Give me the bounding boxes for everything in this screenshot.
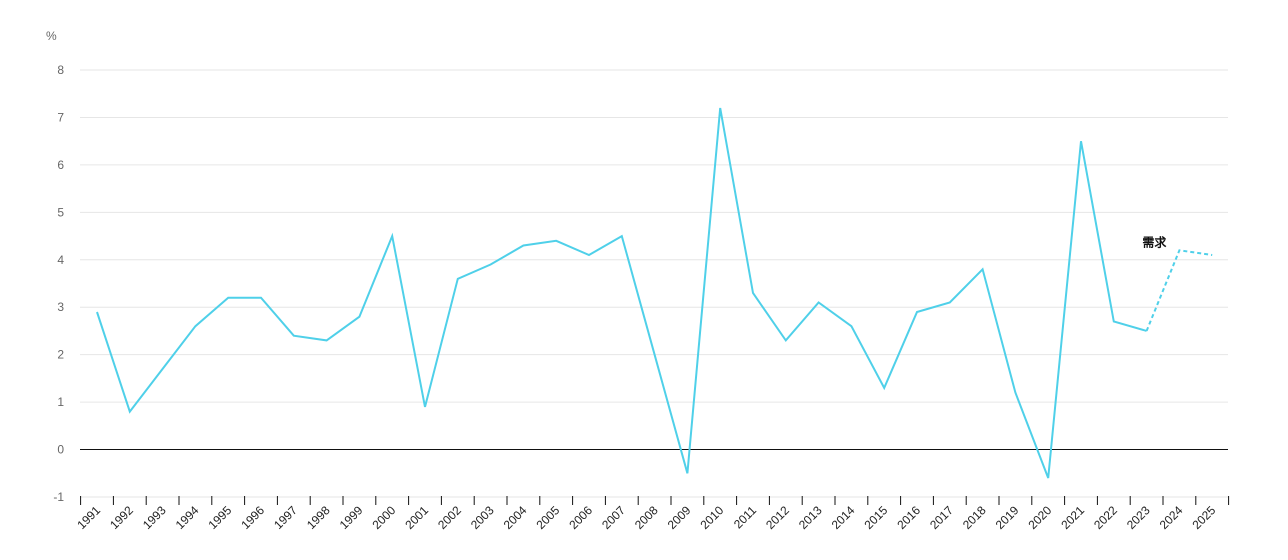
- x-tick-label: 2020: [1026, 503, 1055, 532]
- y-tick-label: 6: [57, 158, 64, 172]
- x-tick-label: 2025: [1190, 503, 1219, 532]
- annotation-label: 需求: [1142, 234, 1167, 249]
- y-tick-label: 3: [57, 300, 64, 314]
- x-tick-label: 1996: [238, 503, 267, 532]
- x-tick-label: 2008: [632, 503, 661, 532]
- x-tick-label: 2023: [1124, 503, 1153, 532]
- y-grid: [80, 69, 1228, 498]
- x-tick-label: 2016: [894, 503, 923, 532]
- x-tick-label: 2006: [566, 503, 595, 532]
- x-tick-label: 1991: [74, 503, 103, 532]
- x-tick-label: 1997: [271, 503, 300, 532]
- y-tick-label: 8: [57, 63, 64, 77]
- x-tick-label: 2003: [468, 503, 497, 532]
- y-tick-label: 0: [57, 443, 64, 457]
- x-tick-label: 2004: [501, 503, 530, 532]
- x-tick-label: 2014: [829, 503, 858, 532]
- x-tick-label: 2021: [1058, 503, 1087, 532]
- x-tick-label: 2011: [731, 503, 759, 531]
- x-tick-label: 2005: [534, 503, 563, 532]
- x-tick-label: 1999: [337, 503, 366, 532]
- y-tick-label: 7: [57, 110, 64, 124]
- x-tick-label: 2022: [1091, 503, 1120, 532]
- x-tick-label: 1993: [140, 503, 169, 532]
- x-tick-label: 2018: [960, 503, 989, 532]
- series-line: [96, 107, 1147, 479]
- x-tick-label: 2000: [370, 503, 399, 532]
- x-tick-label: 2009: [665, 503, 694, 532]
- y-axis-unit-label: %: [46, 29, 57, 43]
- x-tick-label: 2015: [862, 503, 891, 532]
- x-tick-label: 2019: [993, 503, 1022, 532]
- x-tick-label: 2010: [698, 503, 727, 532]
- x-tick-label: 2012: [763, 503, 792, 532]
- y-tick-labels: -1 0 1 2 3 4 5 6 7 8: [53, 63, 64, 504]
- x-axis: 1991 1992 1993 1994 1995 1996 1997 1998 1999 2000…: [74, 496, 1230, 532]
- x-tick-label: 1994: [173, 503, 202, 532]
- x-tick-label: 2017: [927, 503, 956, 532]
- y-tick-label: 4: [57, 253, 64, 267]
- x-tick-label: 2001: [402, 503, 431, 532]
- x-tick-label: 2013: [796, 503, 825, 532]
- x-tick-label: 1995: [206, 503, 235, 532]
- series-lines: [96, 107, 1213, 479]
- x-tick-label: 2002: [435, 503, 464, 532]
- x-tick-label: 2024: [1157, 503, 1186, 532]
- x-tick-label: 2007: [599, 503, 628, 532]
- y-tick-label: 2: [57, 348, 64, 362]
- x-tick-label: 1992: [107, 503, 136, 532]
- x-tick-label: 1998: [304, 503, 333, 532]
- y-tick-label: 5: [57, 205, 64, 219]
- y-tick-label: -1: [53, 490, 64, 504]
- y-tick-label: 1: [57, 395, 64, 409]
- forecast-line: [1145, 249, 1213, 332]
